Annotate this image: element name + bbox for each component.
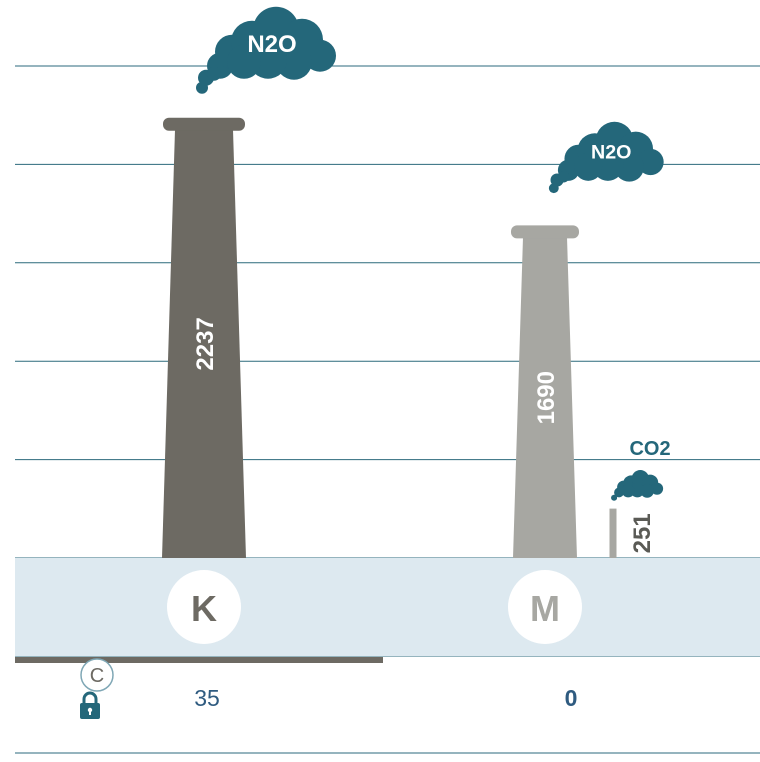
cloud-label-n2o-M: N2O [591, 142, 631, 164]
c-badge: C [80, 658, 114, 692]
stack-co2-M [609, 508, 617, 558]
value-k: 35 [194, 685, 220, 711]
category-label-M: M [530, 588, 560, 629]
cloud-label-co2-M: CO2 [629, 438, 670, 460]
category-label-K: K [191, 588, 217, 629]
stack-cap-M [511, 225, 579, 239]
cloud-co2-M [611, 470, 664, 501]
category-K: K [167, 570, 241, 644]
category-band [15, 558, 760, 656]
stack-cap-K [163, 117, 245, 131]
value-underline-bar [15, 657, 383, 663]
lock-icon [80, 691, 100, 719]
bar-label-K: 2237 [192, 317, 219, 370]
badge-letter: C [90, 665, 104, 687]
cloud-n2o-M: N2O [548, 121, 664, 194]
stack-M [513, 237, 577, 558]
value-m: 0 [565, 685, 578, 711]
bar-label-M: 1690 [533, 371, 560, 424]
stacks: 2237 N2O 1690 N2O 251 CO2 [162, 6, 671, 558]
bar-label-co2-M: 251 [629, 513, 656, 553]
stack-K [162, 129, 246, 558]
cloud-n2o-K: N2O [196, 6, 336, 94]
category-M: M [508, 570, 582, 644]
cloud-label-n2o-K: N2O [247, 31, 296, 58]
